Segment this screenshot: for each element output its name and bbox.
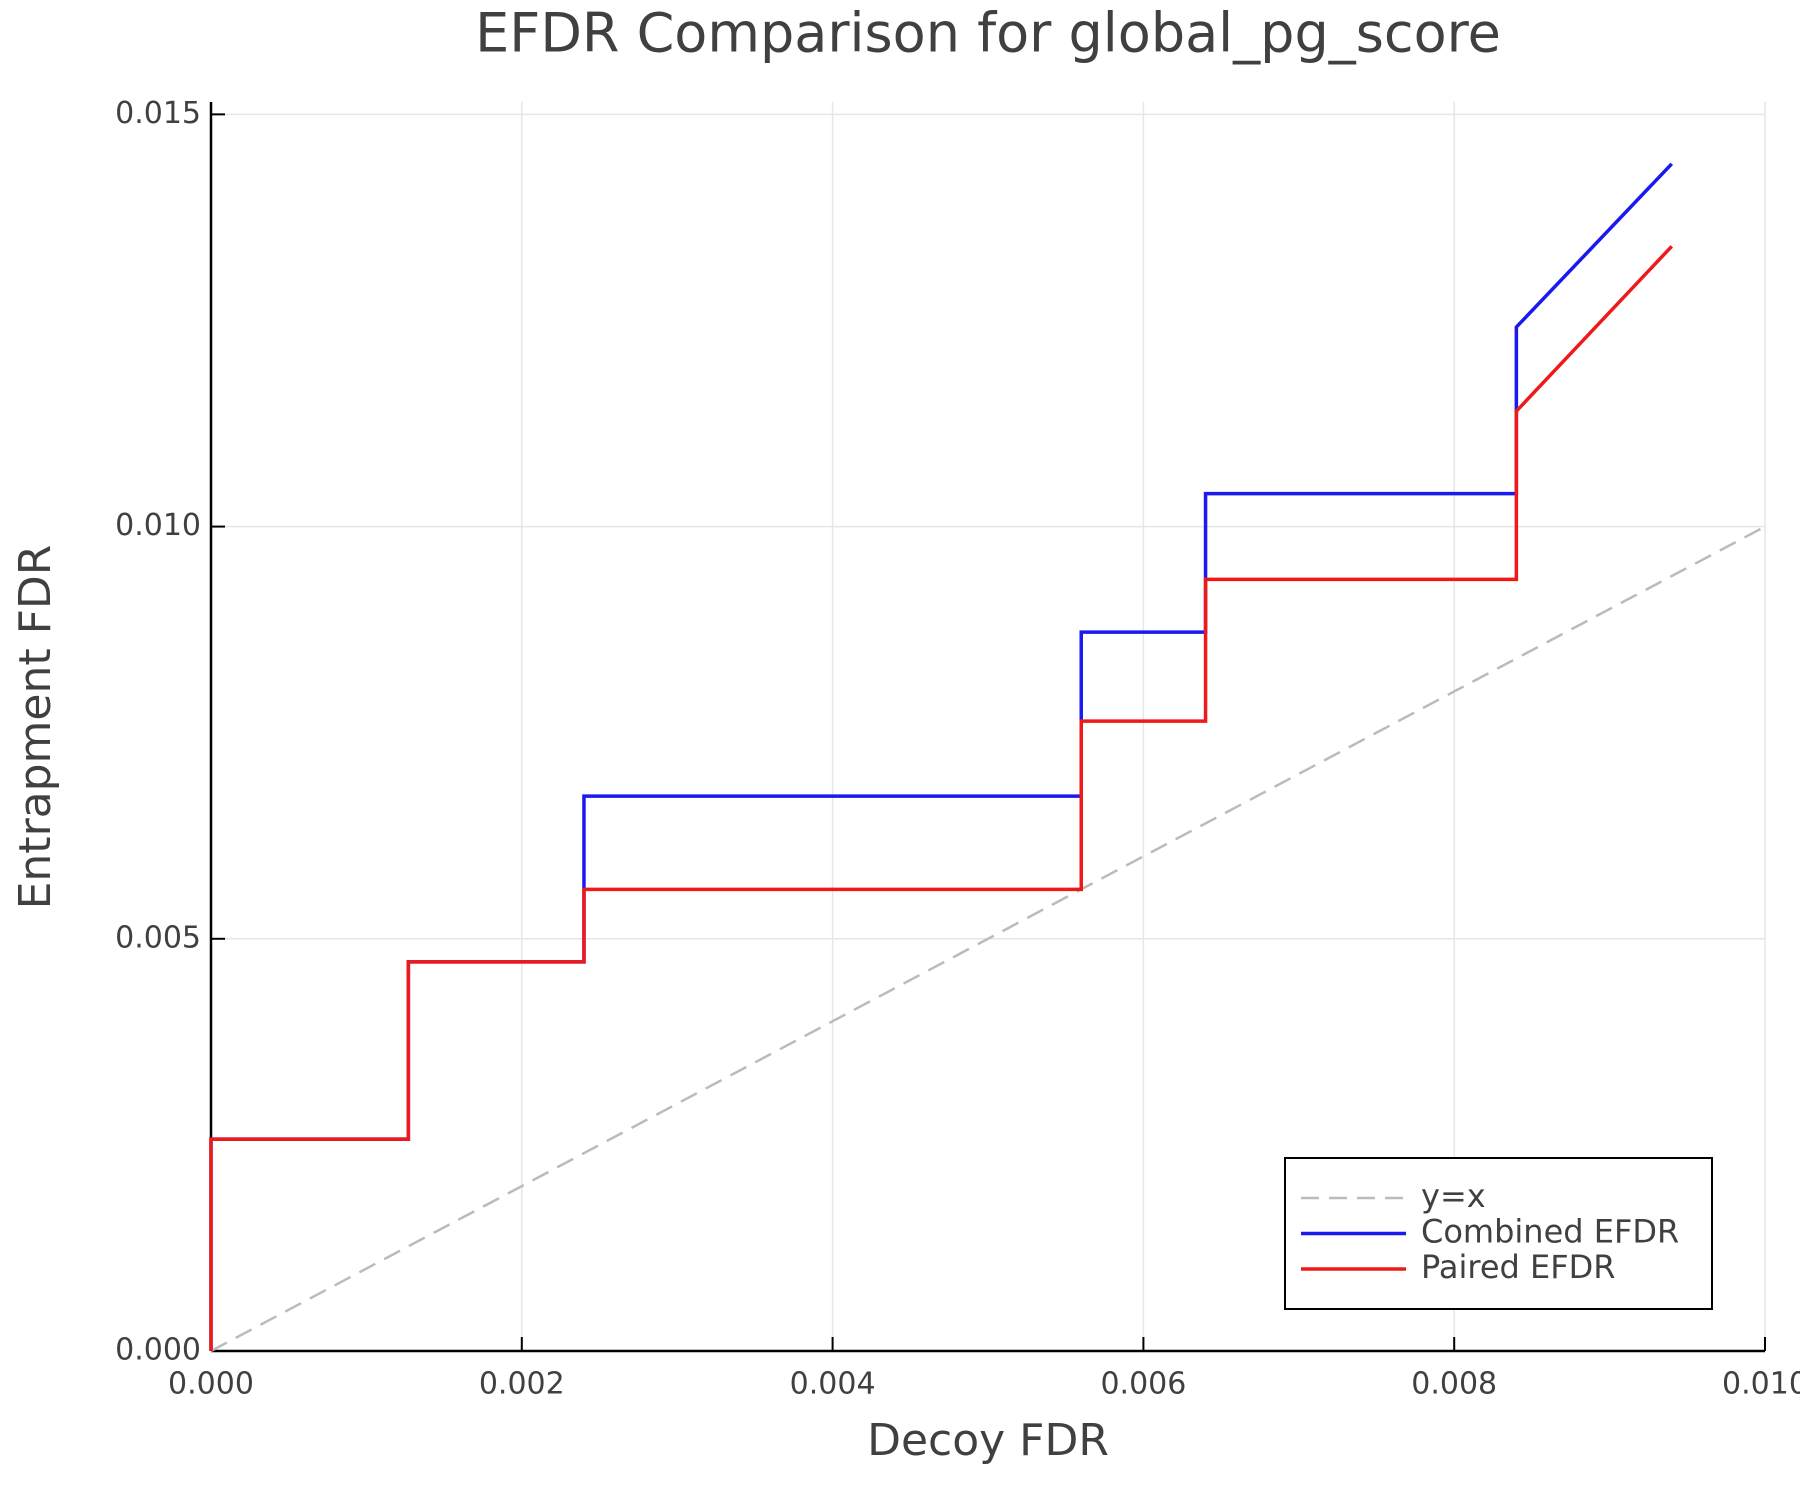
x-tick-label: 0.002 [479, 1367, 565, 1402]
y-axis-label: Entrapment FDR [10, 545, 61, 910]
x-tick-label: 0.000 [168, 1367, 254, 1402]
line-series [209, 245, 1674, 1351]
legend-label: Combined EFDR [1421, 1213, 1679, 1251]
x-axis-label: Decoy FDR [867, 1415, 1109, 1466]
y-tick-label: 0.010 [115, 508, 201, 543]
y-tick-label: 0.000 [115, 1333, 201, 1368]
x-tick-label: 0.004 [790, 1367, 876, 1402]
legend-label: y=x [1421, 1177, 1486, 1215]
x-tick-label: 0.008 [1411, 1367, 1497, 1402]
line-series [210, 525, 1766, 1353]
y-tick-label: 0.005 [115, 920, 201, 955]
y-tick-label: 0.015 [115, 96, 201, 131]
chart-title: EFDR Comparison for global_pg_score [475, 2, 1501, 65]
x-tick-label: 0.006 [1100, 1367, 1186, 1402]
x-tick-label: 0.010 [1722, 1367, 1800, 1402]
legend-label: Paired EFDR [1421, 1248, 1615, 1286]
